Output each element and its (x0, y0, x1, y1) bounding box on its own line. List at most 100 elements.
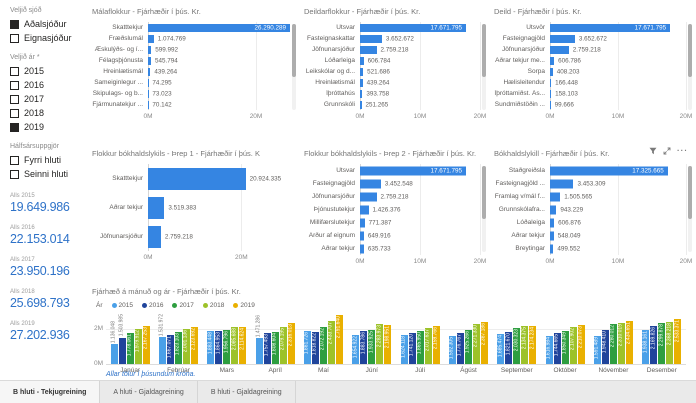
bar-row[interactable]: Sameiginlegur ... 74.295 (92, 77, 290, 88)
bar[interactable] (148, 45, 152, 54)
bar-row[interactable]: Breytingar 499.552 (494, 242, 686, 255)
legend-item-2017[interactable]: 2017 (172, 302, 194, 309)
bar-2019[interactable]: 2.174.234 (529, 325, 537, 364)
bar-2015[interactable]: 1.624.118 (400, 335, 408, 364)
bar-row[interactable]: Fasteignagjöld 3.452.548 (304, 177, 480, 190)
bar[interactable] (360, 231, 364, 240)
bar[interactable] (148, 67, 151, 76)
slicer-option-fyrri-hluti[interactable]: Fyrri hluti (10, 155, 86, 165)
bar-2019[interactable]: 2.210.073 (577, 325, 585, 364)
page-tab-a-hluti-gjaldagreining[interactable]: A hluti - Gjaldagreining (100, 381, 198, 403)
bar-2017[interactable]: 1.778.061 (126, 332, 134, 364)
bar-row[interactable]: Skipulags- og b... 73.023 (92, 88, 290, 99)
bar-row[interactable]: Íþróttahús 393.758 (304, 88, 480, 99)
slicer-option-2016[interactable]: 2016 (10, 80, 86, 90)
chart-scrollbar[interactable] (482, 24, 486, 110)
bar-2017[interactable]: 1.850.349 (561, 331, 569, 364)
bar-row[interactable]: Félagsþjónusta 545.794 (92, 55, 290, 66)
bar-2016[interactable]: 1.864.953 (215, 331, 223, 364)
bar[interactable] (550, 192, 561, 201)
bar-row[interactable]: Framlag v/mál f... 1.505.565 (494, 190, 686, 203)
bar[interactable] (550, 45, 569, 54)
bar-2015[interactable]: 1.616.984 (545, 335, 553, 364)
legend-item-2018[interactable]: 2018 (202, 302, 224, 309)
bar-2019[interactable]: 2.316.013 (287, 323, 295, 364)
bar-row[interactable]: Skatttekjur 20.924.335 (92, 164, 281, 193)
bar-2018[interactable]: 2.107.902 (569, 326, 577, 364)
bar-row[interactable]: Aðrar tekjur 3.519.383 (92, 193, 260, 222)
bar-2016[interactable]: 1.948.410 (602, 329, 609, 364)
bar-row[interactable]: Æskulýðs- og í... 599.992 (92, 44, 290, 55)
page-tab-b-hluti-gjaldagreining[interactable]: B hluti - Gjaldagreining (198, 381, 296, 403)
bar[interactable] (360, 205, 369, 214)
bar-2019[interactable]: 2.167.253 (142, 325, 150, 364)
bar[interactable] (148, 167, 246, 190)
bar[interactable] (550, 23, 671, 32)
bar-2019[interactable]: 2.387.186 (481, 321, 488, 364)
bar-row[interactable]: Lóðarleiga 606.784 (304, 55, 480, 66)
bar[interactable] (148, 56, 151, 65)
bar-2018[interactable]: 2.001.136 (183, 328, 190, 364)
bar-2019[interactable]: 2.434.651 (626, 321, 633, 364)
bar[interactable] (360, 166, 467, 175)
bar-row[interactable]: Sundmiðstöðin ... 99.666 (494, 99, 686, 110)
chart-scrollbar[interactable] (482, 166, 486, 252)
bar-2016[interactable]: 1.503.985 (118, 314, 126, 364)
bar[interactable] (550, 166, 668, 175)
bar-2017[interactable]: 2.280.012 (610, 323, 617, 364)
bar-row[interactable]: Staðgreiðsla 17.325.665 (494, 164, 686, 177)
scrollbar-thumb[interactable] (688, 24, 692, 78)
bar[interactable] (550, 56, 555, 65)
bar-2015[interactable]: 1.654.922 (352, 334, 360, 364)
bar-row[interactable]: Fræðslumál 1.074.769 (92, 33, 290, 44)
bar[interactable] (360, 244, 364, 253)
bar-2015[interactable]: 1.136.048 (110, 321, 118, 364)
bar[interactable] (360, 45, 377, 54)
bar-row[interactable]: Útsvör 17.671.795 (494, 22, 686, 33)
bar[interactable] (360, 78, 363, 87)
bar-2016[interactable]: 1.757.493 (263, 333, 271, 364)
legend-item-2016[interactable]: 2016 (141, 302, 163, 309)
bar-row[interactable]: Aðrar tekjur me... 606.786 (494, 55, 686, 66)
bar-row[interactable]: Aðrar tekjur 635.733 (304, 242, 480, 255)
bar[interactable] (360, 179, 381, 188)
bar-2017[interactable]: 2.030.323 (513, 328, 521, 364)
bar-row[interactable]: Útsvar 17.671.795 (304, 164, 480, 177)
bar-row[interactable]: Fasteignagjöld 3.652.672 (494, 33, 686, 44)
bar-row[interactable]: Sorpa 408.203 (494, 66, 686, 77)
bar-2015[interactable]: 1.881.726 (304, 330, 311, 364)
bar-2019[interactable]: 2.533.371 (674, 319, 682, 364)
scrollbar-thumb[interactable] (482, 24, 486, 78)
bar-row[interactable]: Jöfnunarsjóður 2.759.218 (494, 44, 686, 55)
page-tab-b-hluti-tekjugreining[interactable]: B hluti - Tekjugreining (0, 381, 101, 403)
bar[interactable] (360, 23, 467, 32)
bar-2017[interactable]: 1.925.266 (465, 330, 472, 364)
bar-2016[interactable]: 1.744.665 (553, 333, 561, 364)
bar-2015[interactable]: 1.938.161 (642, 329, 650, 364)
slicer-option-eignasj-ur[interactable]: Eignasjóður (10, 33, 86, 43)
bar-2016[interactable]: 1.818.822 (312, 331, 319, 364)
bar-2018[interactable]: 2.310.019 (618, 323, 625, 364)
bar-row[interactable]: Lóðaleiga 606.876 (494, 216, 686, 229)
bar-2016[interactable]: 2.169.826 (650, 325, 658, 364)
bar[interactable] (550, 218, 555, 227)
bar-2018[interactable]: 2.134.375 (521, 326, 529, 364)
bar-row[interactable]: Jöfnunarsjóður 2.759.218 (304, 44, 480, 55)
bar-2017[interactable]: 1.823.103 (175, 331, 182, 364)
bar-2019[interactable]: 2.114.624 (239, 326, 247, 364)
bar-2016[interactable]: 1.741.120 (408, 333, 416, 364)
slicer-option-2015[interactable]: 2015 (10, 66, 86, 76)
bar-2018[interactable]: 2.085.688 (231, 327, 239, 364)
bar-2018[interactable]: 1.979.912 (134, 329, 142, 364)
bar-2017[interactable]: 1.933.925 (368, 329, 376, 364)
bar-2016[interactable]: 1.667.071 (167, 334, 174, 364)
bar-2015[interactable]: 1.531.972 (159, 314, 166, 364)
bar-2015[interactable]: 1.883.448 (207, 330, 215, 364)
bar-2017[interactable]: 1.956.796 (223, 329, 231, 364)
slicer-option-a-alsj-ur[interactable]: Aðalsjóður (10, 19, 86, 29)
legend-item-2019[interactable]: 2019 (233, 302, 255, 309)
bar-row[interactable]: Leikskólar og d... 521.686 (304, 66, 480, 77)
bar[interactable] (360, 192, 377, 201)
bar[interactable] (550, 34, 575, 43)
bar-2019[interactable]: 2.198.951 (384, 325, 392, 364)
